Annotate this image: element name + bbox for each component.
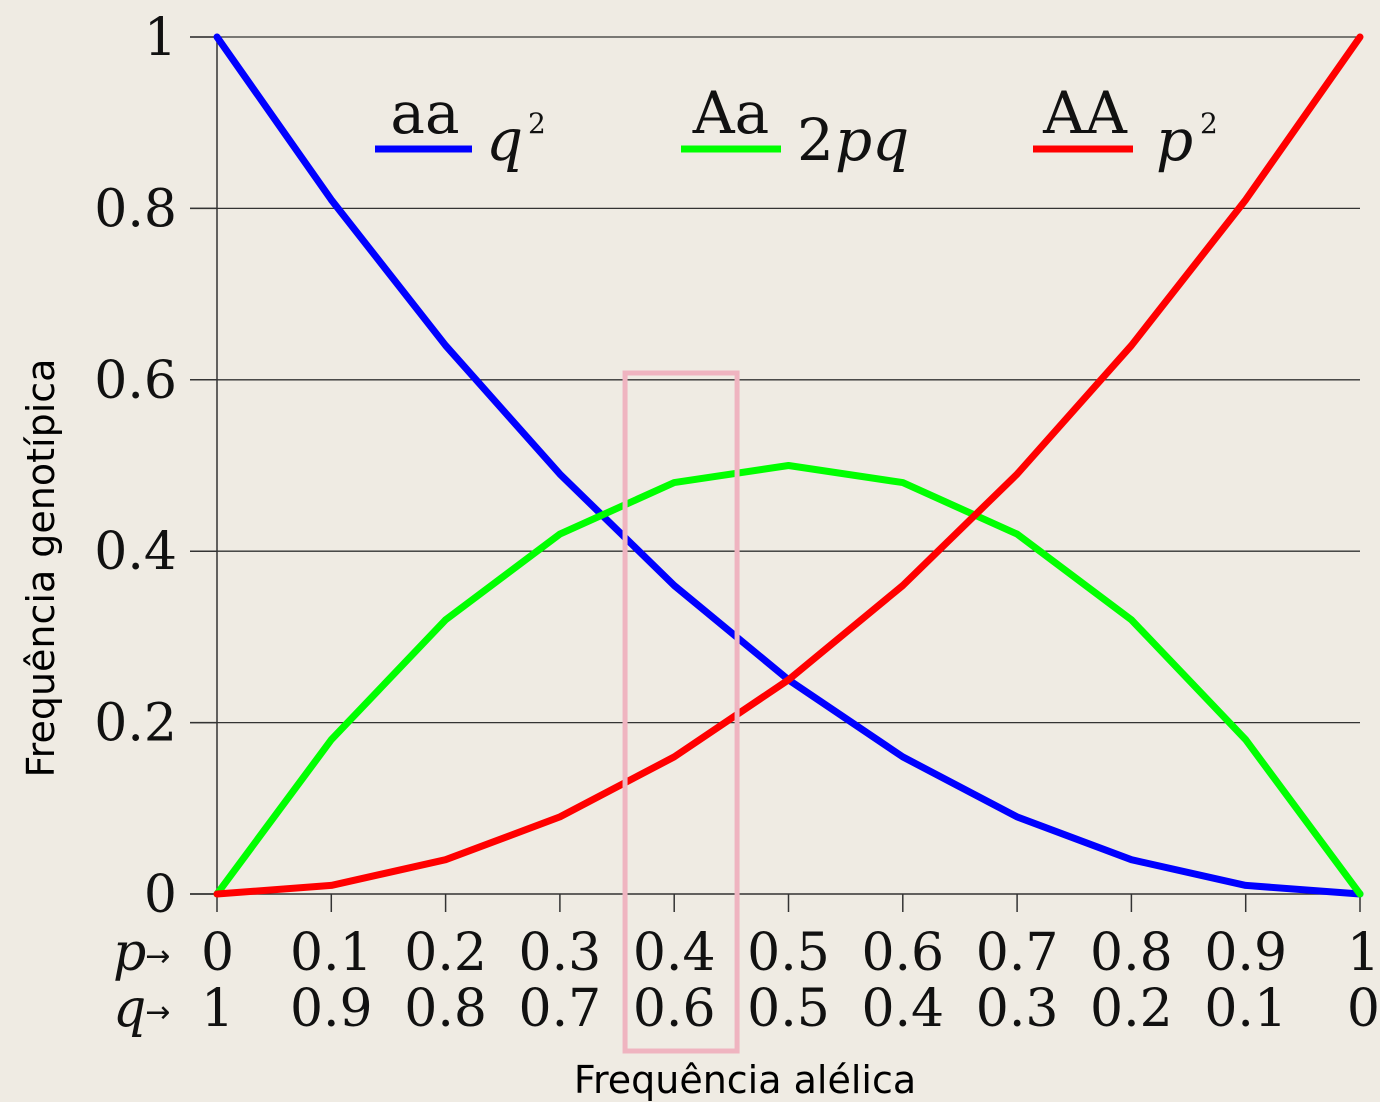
y-axis-title: Frequência genotípica [19,359,63,778]
legend: aa q 2 Aa 2 pq AA p 2 [375,79,1218,174]
x-axis-title: Frequência alélica [574,1058,916,1102]
q-row-label: q → [113,979,171,1039]
legend-expression-Aa: pq [835,106,909,174]
y-tick-labels: 0 0.2 0.4 0.6 0.8 1 [94,8,177,925]
q-tick-label: 0.4 [861,979,944,1039]
highlight-rect [622,370,740,1054]
q-tick-label: 0.9 [290,979,373,1039]
axes [190,36,1361,912]
p-tick-label: 0.7 [976,923,1059,983]
legend-expression-number-Aa: 2 [797,106,834,174]
series-line-AA [213,33,1364,898]
y-tick-label: 0.6 [94,351,177,411]
p-symbol: p [113,923,146,983]
p-tick-label: 0.9 [1204,923,1287,983]
p-row-label: p → [113,923,171,983]
q-tick-label: 0 [1347,979,1380,1039]
p-tick-label: 0.8 [1090,923,1173,983]
q-tick-label: 0.2 [1090,979,1173,1039]
legend-entry-Aa: Aa 2 pq [681,79,909,174]
p-tick-label: 0.2 [404,923,487,983]
legend-entry-aa: aa q 2 [375,79,546,174]
legend-expression-AA: p [1156,106,1193,174]
y-tick-label: 1 [144,8,177,68]
q-tick-label: 0.8 [404,979,487,1039]
y-tick-label: 0.8 [94,179,177,239]
x-tick-labels: 010.10.90.20.80.30.70.40.60.50.50.60.40.… [201,923,1380,1039]
series-line-Aa [213,462,1364,898]
legend-exponent-aa: 2 [528,107,546,140]
legend-entry-AA: AA p 2 [1033,79,1218,174]
q-symbol: q [113,979,146,1039]
grid [190,36,1360,724]
p-tick-label: 0.1 [290,923,373,983]
q-tick-label: 0.1 [1204,979,1287,1039]
p-tick-label: 1 [1347,923,1380,983]
p-tick-label: 0.4 [633,923,716,983]
q-arrow: → [145,995,170,1030]
legend-exponent-AA: 2 [1200,107,1218,140]
highlight-box [622,370,740,1054]
legend-label-Aa: Aa [692,79,769,147]
legend-label-aa: aa [390,79,459,147]
legend-label-AA: AA [1042,79,1128,147]
y-tick-label: 0.4 [94,522,177,582]
q-tick-label: 0.3 [976,979,1059,1039]
q-tick-label: 0.7 [519,979,602,1039]
q-tick-label: 1 [201,979,234,1039]
p-tick-label: 0 [201,923,234,983]
y-tick-label: 0.2 [94,694,177,754]
p-tick-label: 0.5 [747,923,830,983]
y-tick-label: 0 [144,865,177,925]
p-arrow: → [145,939,170,974]
q-tick-label: 0.6 [633,979,716,1039]
legend-expression-aa: q [486,106,523,174]
series-curves [213,33,1364,898]
p-tick-label: 0.6 [861,923,944,983]
q-tick-label: 0.5 [747,979,830,1039]
p-tick-label: 0.3 [519,923,602,983]
